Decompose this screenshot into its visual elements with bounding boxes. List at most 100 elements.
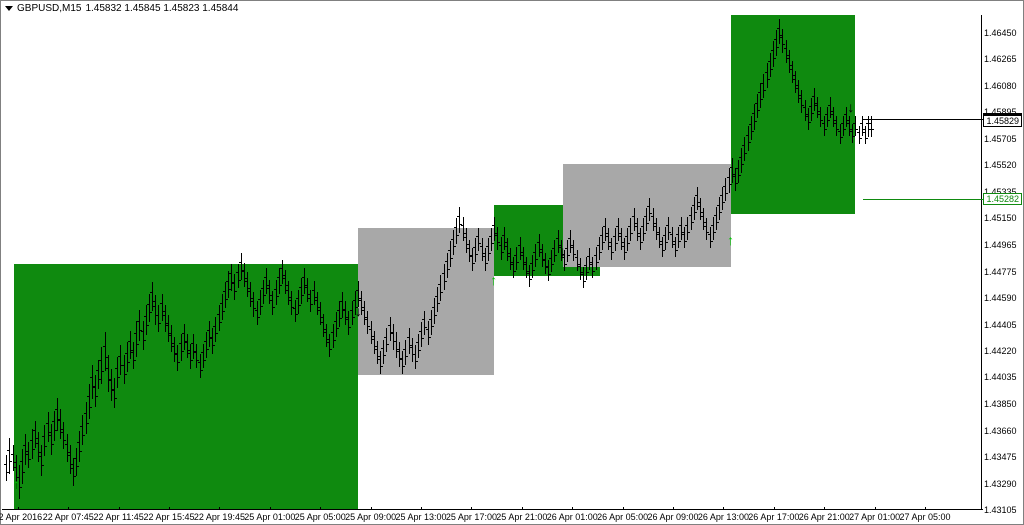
price-bar — [317, 292, 318, 315]
price-bar — [478, 228, 479, 251]
x-tick-label: 26 Apr 17:00 — [748, 512, 799, 522]
dropdown-icon[interactable] — [5, 6, 13, 11]
price-bar — [244, 263, 245, 287]
price-bar — [732, 158, 733, 182]
price-bar — [627, 228, 628, 251]
price-bar — [288, 281, 289, 305]
price-bar — [849, 116, 850, 136]
price-bar — [852, 124, 853, 143]
x-tick-label: 25 Apr 09:00 — [345, 512, 396, 522]
price-bar — [691, 207, 692, 230]
x-tick-label: 22 Apr 2016 — [0, 512, 42, 522]
price-bar — [301, 278, 302, 304]
y-tick-label: 1.43660 — [984, 426, 1017, 436]
price-bar — [665, 227, 666, 250]
plot-area[interactable]: ↑↓↑↓↑↓ — [2, 15, 983, 510]
price-bar — [840, 124, 841, 144]
price-bar — [149, 294, 150, 323]
x-axis: 22 Apr 201622 Apr 07:4522 Apr 11:4522 Ap… — [2, 509, 983, 524]
price-bar — [89, 384, 90, 420]
x-tick-label: 26 Apr 01:00 — [547, 512, 598, 522]
price-bar — [767, 63, 768, 89]
price-bar — [396, 332, 397, 358]
price-bar — [729, 168, 730, 192]
x-tick-label: 25 Apr 21:00 — [496, 512, 547, 522]
price-bar — [551, 250, 552, 273]
price-bar — [811, 98, 812, 121]
price-bar — [741, 148, 742, 172]
price-bar — [763, 74, 764, 98]
y-tick-label: 1.45520 — [984, 160, 1017, 170]
price-bar — [738, 160, 739, 183]
chart-window[interactable]: GBPUSD,M15 1.45832 1.45845 1.45823 1.458… — [0, 0, 1024, 525]
y-tick-label: 1.45705 — [984, 134, 1017, 144]
price-bar — [706, 218, 707, 239]
price-bar — [532, 255, 533, 278]
price-bar — [371, 321, 372, 344]
arrow-up-icon: ↑ — [727, 232, 734, 248]
price-bar — [105, 332, 106, 371]
x-tick-label: 22 Apr 07:45 — [43, 512, 94, 522]
price-bar — [865, 126, 866, 145]
price-bar — [402, 351, 403, 374]
price-bar — [127, 342, 128, 372]
price-bar — [662, 237, 663, 257]
x-tick-label: 22 Apr 11:45 — [93, 512, 143, 522]
y-tick-label: 1.44965 — [984, 240, 1017, 250]
price-bar — [95, 375, 96, 406]
price-bar — [342, 292, 343, 318]
price-bar — [535, 244, 536, 267]
price-bar — [795, 71, 796, 92]
price-bar — [200, 354, 201, 378]
price-bar — [444, 264, 445, 290]
price-bar — [386, 328, 387, 352]
price-bar — [485, 248, 486, 271]
arrow-down-icon: ↓ — [559, 243, 566, 259]
x-tick-label: 27 Apr 05:00 — [900, 512, 951, 522]
price-bar — [6, 455, 7, 481]
price-bar — [545, 253, 546, 274]
price-bar — [567, 240, 568, 263]
price-bar — [168, 315, 169, 342]
price-bar — [523, 247, 524, 270]
price-bar — [672, 227, 673, 248]
price-bar — [73, 458, 74, 487]
price-bar — [279, 268, 280, 294]
price-bar — [659, 227, 660, 248]
price-bar — [482, 238, 483, 261]
price-bar — [459, 207, 460, 233]
price-bar — [773, 41, 774, 67]
price-bar — [212, 328, 213, 354]
price-bar — [364, 301, 365, 325]
price-bar — [28, 442, 29, 468]
price-bar — [583, 267, 584, 288]
price-bar — [263, 280, 264, 304]
session-zone — [358, 228, 493, 375]
price-bar — [250, 282, 251, 306]
price-bar — [38, 432, 39, 462]
price-bar — [589, 248, 590, 269]
y-tick-label: 1.43850 — [984, 399, 1017, 409]
price-bar — [51, 424, 52, 455]
price-bar — [694, 197, 695, 220]
price-bar — [158, 305, 159, 332]
price-bar — [257, 301, 258, 325]
price-bar — [171, 325, 172, 352]
price-bar — [649, 198, 650, 221]
price-bar — [111, 369, 112, 400]
price-bar — [162, 294, 163, 321]
price-bar — [833, 107, 834, 127]
price-bar — [754, 104, 755, 130]
price-bar — [466, 228, 467, 252]
price-bar — [710, 227, 711, 248]
price-bar — [98, 360, 99, 390]
y-tick-label: 1.44775 — [984, 267, 1017, 277]
price-bar — [193, 334, 194, 360]
price-bar — [637, 218, 638, 241]
price-bar — [491, 228, 492, 251]
price-line — [863, 199, 983, 200]
price-bar — [808, 108, 809, 129]
price-bar — [748, 126, 749, 152]
price-bar — [412, 338, 413, 362]
price-bar — [120, 345, 121, 375]
